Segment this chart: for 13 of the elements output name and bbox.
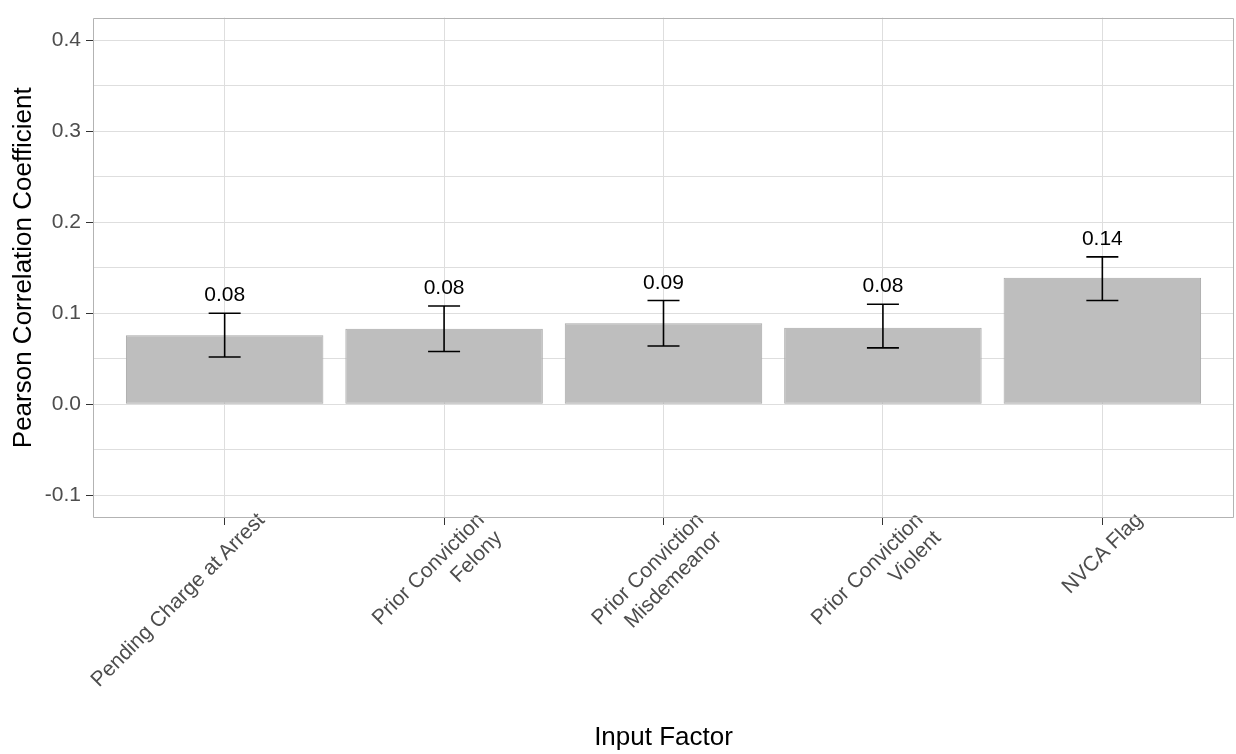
y-tick-label: 0.1 xyxy=(51,300,81,324)
y-tick-label: -0.1 xyxy=(44,482,81,506)
data-label: 0.08 xyxy=(862,273,904,297)
y-tick-label: 0.2 xyxy=(51,209,81,233)
y-axis-title: Pearson Correlation Coefficient xyxy=(6,86,37,449)
y-tick-label: 0.0 xyxy=(51,391,81,415)
y-tick-label: 0.4 xyxy=(51,27,82,51)
y-tick-label: 0.3 xyxy=(51,118,81,142)
data-label: 0.14 xyxy=(1081,225,1124,249)
data-label: 0.09 xyxy=(643,269,684,293)
data-label: 0.08 xyxy=(423,275,465,299)
data-label: 0.08 xyxy=(204,282,246,306)
x-axis-title: Input Factor xyxy=(594,720,734,751)
